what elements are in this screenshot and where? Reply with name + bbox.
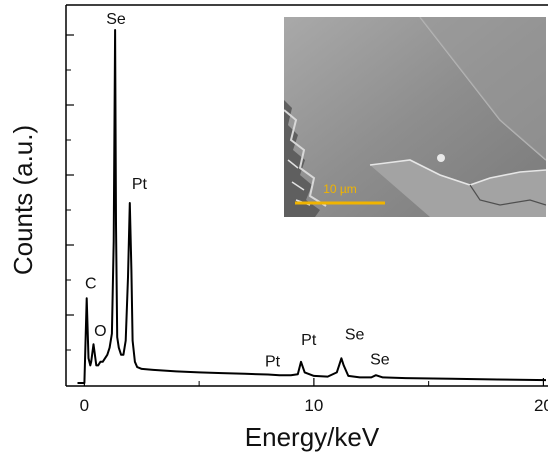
- sem-step-region: [370, 160, 546, 217]
- sem-facet-shade: [420, 17, 546, 160]
- plot-frame: [65, 4, 548, 387]
- peak-annotations: Se Pt C O Pt Pt Se Se: [85, 11, 390, 370]
- peak-label-pt-1: Pt: [132, 176, 148, 193]
- sem-crack: [469, 184, 546, 206]
- sem-particle: [437, 154, 445, 162]
- sem-fracture-edge: [284, 109, 327, 207]
- x-tick-label-0: 0: [80, 396, 89, 415]
- peak-label-se-0: Se: [106, 11, 126, 28]
- peak-label-se-6: Se: [345, 327, 365, 344]
- x-axis-tick-labels: 0 10 20: [80, 396, 548, 415]
- scale-bar-label: 10 µm: [323, 182, 357, 196]
- peak-label-o-3: O: [94, 323, 106, 340]
- x-tick-label-20: 20: [534, 396, 548, 415]
- spectrum-series-group: [77, 29, 546, 384]
- y-axis-title: Counts (a.u.): [8, 125, 38, 275]
- x-axis-title: Energy/keV: [245, 422, 380, 452]
- peak-label-c-2: C: [85, 275, 97, 292]
- peak-label-pt-4: Pt: [265, 353, 281, 370]
- spectrum-line-0: [77, 29, 546, 384]
- peak-label-se-7: Se: [370, 352, 390, 369]
- y-axis-ticks: [66, 34, 74, 351]
- peak-label-pt-5: Pt: [301, 332, 317, 349]
- x-tick-label-10: 10: [304, 396, 323, 415]
- sem-inset: 10 µm: [284, 17, 546, 217]
